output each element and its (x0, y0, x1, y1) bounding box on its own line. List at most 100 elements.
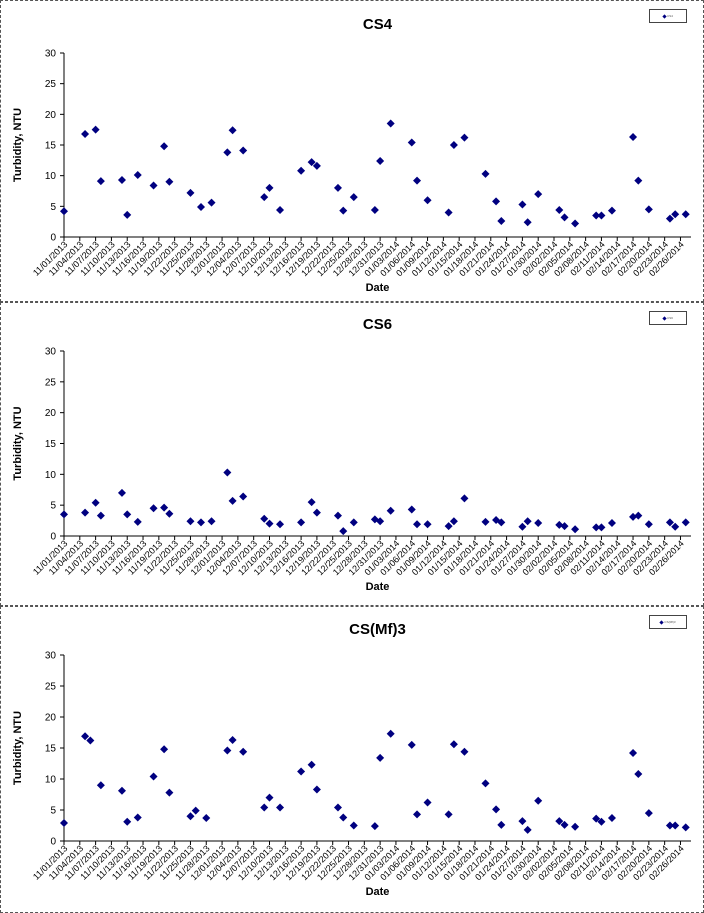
data-point (165, 509, 174, 518)
data-point (386, 729, 395, 738)
y-tick-label: 5 (50, 202, 56, 213)
data-point (444, 810, 453, 819)
data-point (333, 183, 342, 192)
data-point (592, 814, 601, 823)
data-point (665, 518, 674, 527)
data-point (523, 825, 532, 834)
y-tick-label: 25 (45, 682, 57, 693)
data-point (96, 177, 105, 186)
data-point (349, 821, 358, 830)
chart-panel-csmf3: CS(Mf)3 0 5 10 15 20 25 30 Turbidity, NTU 11/01/2… (0, 606, 704, 913)
data-point (60, 510, 68, 519)
data-point (133, 517, 142, 526)
data-point (629, 133, 638, 142)
data-point (265, 793, 274, 802)
legend: CS(Mf)3 (649, 615, 687, 629)
data-point (607, 814, 616, 823)
data-point (413, 176, 422, 185)
x-axis-label: Date (366, 282, 390, 294)
data-point (376, 156, 385, 165)
data-point (671, 821, 680, 830)
y-tick-label: 15 (45, 439, 57, 450)
data-point (117, 786, 126, 795)
data-point (492, 197, 501, 206)
data-point (307, 760, 316, 769)
data-point (407, 138, 416, 147)
y-tick-label: 20 (45, 713, 57, 724)
legend: CS6 (649, 311, 687, 325)
data-point (523, 218, 532, 227)
y-tick-label: 15 (45, 744, 57, 755)
data-point (518, 200, 527, 209)
data-point (460, 747, 469, 756)
data-point (644, 205, 653, 214)
data-point (339, 527, 348, 536)
data-point (276, 803, 285, 812)
data-point (196, 202, 205, 211)
data-point (376, 753, 385, 762)
data-point (644, 809, 653, 818)
x-axis-label: Date (366, 581, 390, 593)
data-point (81, 129, 90, 138)
data-point (223, 148, 232, 157)
chart-title: CS4 (363, 16, 393, 33)
data-point (149, 181, 158, 190)
data-point (339, 813, 348, 822)
data-point (592, 523, 601, 532)
data-point (307, 498, 316, 507)
data-point (671, 522, 680, 531)
data-point (665, 214, 674, 223)
x-axis-label: Date (366, 886, 390, 898)
data-point (307, 158, 316, 167)
y-tick-label: 15 (45, 141, 57, 152)
data-point (481, 517, 490, 526)
data-point (160, 142, 169, 151)
data-point (497, 217, 506, 226)
data-point (123, 817, 132, 826)
data-point (386, 506, 395, 515)
data-point (497, 820, 506, 829)
data-point (370, 206, 379, 215)
y-tick-label: 30 (45, 49, 57, 60)
data-point (117, 488, 126, 497)
chart-title: CS6 (363, 316, 392, 333)
data-point (597, 211, 606, 220)
data-point (560, 522, 569, 531)
y-tick-label: 25 (45, 79, 57, 90)
data-point (265, 519, 274, 528)
y-tick-label: 10 (45, 470, 57, 481)
data-point (497, 518, 506, 527)
data-point (386, 119, 395, 128)
chart-panel-cs4: CS4 0 5 10 15 20 25 30 Turbidity, NTU 11/01/2013 1… (0, 0, 704, 302)
data-point (518, 522, 527, 531)
data-point (534, 796, 543, 805)
data-point (81, 508, 90, 517)
y-tick-label: 0 (50, 532, 56, 543)
data-point (133, 171, 142, 180)
y-tick-label: 0 (50, 233, 56, 244)
data-point (629, 512, 638, 521)
data-point (681, 518, 690, 527)
data-point (413, 810, 422, 819)
data-point (297, 518, 306, 527)
data-point (460, 133, 469, 142)
data-point (665, 821, 674, 830)
data-point (413, 520, 422, 529)
data-point (117, 175, 126, 184)
data-point (123, 510, 132, 519)
data-point (460, 494, 469, 503)
data-point (196, 518, 205, 527)
data-point (423, 520, 432, 529)
data-point (60, 207, 68, 216)
data-point (492, 515, 501, 524)
data-point (444, 522, 453, 531)
data-point (149, 772, 158, 781)
data-point (297, 767, 306, 776)
data-point (370, 822, 379, 831)
data-point (186, 517, 195, 526)
data-point (276, 206, 285, 215)
y-tick-label: 10 (45, 171, 57, 182)
data-point (165, 177, 174, 186)
data-point (239, 492, 248, 501)
